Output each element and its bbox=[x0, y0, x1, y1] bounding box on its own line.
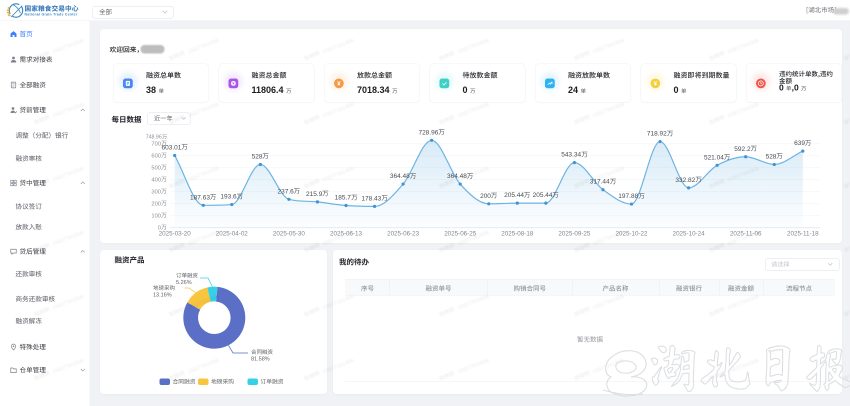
svg-text:15827341906: 15827341906 bbox=[187, 294, 221, 312]
svg-text:15827341906: 15827341906 bbox=[322, 102, 356, 120]
svg-text:15827341906: 15827341906 bbox=[52, 38, 86, 56]
svg-text:15827341906: 15827341906 bbox=[592, 294, 626, 312]
svg-text:15827341906: 15827341906 bbox=[727, 230, 761, 248]
svg-text:15827341906: 15827341906 bbox=[322, 166, 356, 184]
svg-text:15827341906: 15827341906 bbox=[52, 358, 86, 376]
svg-text:15827341906: 15827341906 bbox=[592, 38, 626, 56]
svg-text:15827341906: 15827341906 bbox=[52, 230, 86, 248]
svg-text:15827341906: 15827341906 bbox=[727, 102, 761, 120]
svg-text:15827341906: 15827341906 bbox=[322, 294, 356, 312]
svg-text:15827341906: 15827341906 bbox=[187, 166, 221, 184]
svg-text:15827341906: 15827341906 bbox=[52, 294, 86, 312]
svg-text:15827341906: 15827341906 bbox=[457, 230, 491, 248]
svg-text:15827341906: 15827341906 bbox=[727, 166, 761, 184]
svg-text:15827341906: 15827341906 bbox=[727, 294, 761, 312]
svg-text:15827341906: 15827341906 bbox=[52, 166, 86, 184]
svg-text:15827341906: 15827341906 bbox=[457, 102, 491, 120]
svg-text:15827341906: 15827341906 bbox=[457, 294, 491, 312]
svg-text:15827341906: 15827341906 bbox=[457, 166, 491, 184]
svg-text:15827341906: 15827341906 bbox=[322, 230, 356, 248]
svg-text:15827341906: 15827341906 bbox=[187, 38, 221, 56]
svg-text:15827341906: 15827341906 bbox=[457, 358, 491, 376]
svg-text:15827341906: 15827341906 bbox=[322, 358, 356, 376]
svg-text:15827341906: 15827341906 bbox=[592, 230, 626, 248]
svg-text:15827341906: 15827341906 bbox=[727, 38, 761, 56]
svg-text:15827341906: 15827341906 bbox=[187, 102, 221, 120]
svg-text:15827341906: 15827341906 bbox=[592, 102, 626, 120]
svg-text:15827341906: 15827341906 bbox=[457, 38, 491, 56]
svg-text:15827341906: 15827341906 bbox=[52, 102, 86, 120]
svg-text:15827341906: 15827341906 bbox=[187, 358, 221, 376]
svg-text:15827341906: 15827341906 bbox=[592, 166, 626, 184]
svg-text:15827341906: 15827341906 bbox=[322, 38, 356, 56]
svg-text:15827341906: 15827341906 bbox=[187, 230, 221, 248]
